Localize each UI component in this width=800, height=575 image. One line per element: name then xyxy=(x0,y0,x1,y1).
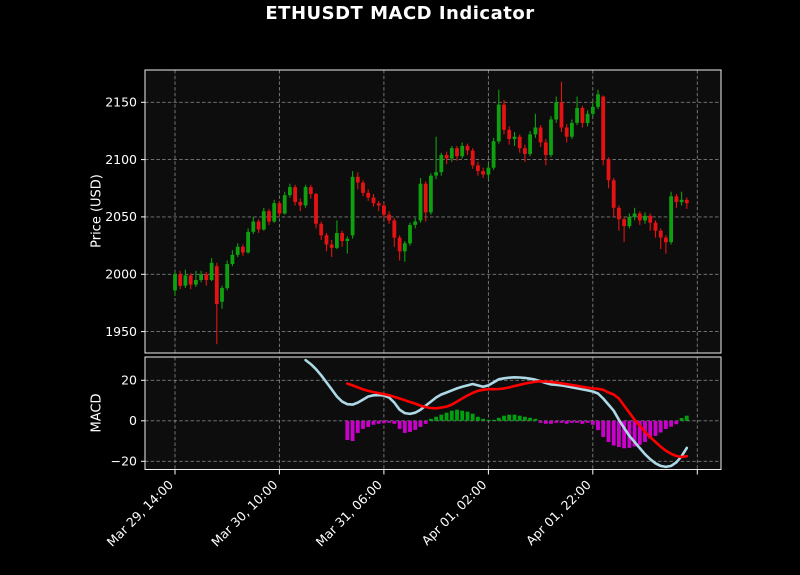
candlestick-series xyxy=(173,81,689,345)
x-tick-label: Apr 01, 02:00 xyxy=(418,477,489,548)
gridlines xyxy=(145,70,721,470)
panel-backgrounds xyxy=(145,70,721,470)
x-tick-label: Mar 31, 06:00 xyxy=(313,477,385,549)
chart-title: ETHUSDT MACD Indicator xyxy=(265,3,535,24)
price-ytick-label: 2050 xyxy=(105,209,137,224)
signal-line xyxy=(345,379,689,459)
price-ytick-label: 2100 xyxy=(105,152,137,167)
macd-ytick-label: −20 xyxy=(111,454,137,469)
price-axis-label: Price (USD) xyxy=(89,174,105,248)
x-tick-label: Apr 01, 22:00 xyxy=(523,477,594,548)
macd-ytick-label: 20 xyxy=(121,373,137,388)
x-tick-label: Mar 30, 10:00 xyxy=(208,477,280,549)
macd-ytick-label: 0 xyxy=(129,413,137,428)
macd-line xyxy=(304,358,689,469)
macd-histogram xyxy=(345,409,689,449)
price-ytick-label: 2150 xyxy=(105,95,137,110)
price-ytick-label: 2000 xyxy=(105,267,137,282)
macd-axis-label: MACD xyxy=(89,393,105,433)
panel-borders xyxy=(144,69,722,470)
price-ytick-label: 1950 xyxy=(105,324,137,339)
x-tick-label: Mar 29, 14:00 xyxy=(104,477,176,549)
